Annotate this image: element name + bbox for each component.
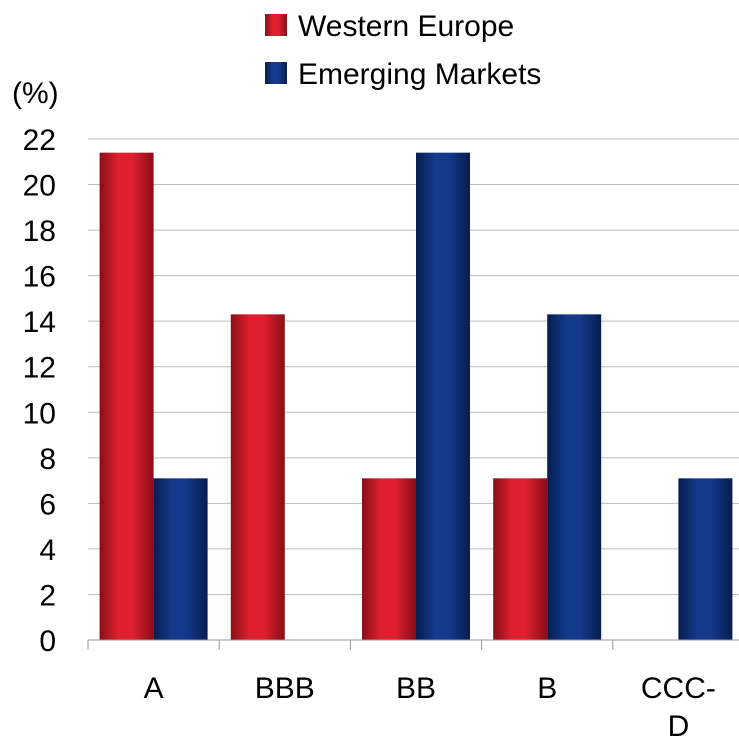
bar [493, 478, 548, 640]
y-tick-label: 6 [39, 488, 56, 521]
x-tick-label: BBB [255, 672, 315, 705]
x-tick-label: A [144, 672, 164, 705]
y-tick-label: 22 [23, 124, 56, 157]
legend-swatch [265, 14, 287, 36]
y-tick-label: 20 [23, 170, 56, 203]
bar [416, 152, 470, 640]
y-tick-label: 0 [39, 625, 56, 658]
bar [547, 314, 602, 640]
legend-swatch [265, 62, 287, 84]
y-tick-label: 18 [23, 215, 56, 248]
bars [99, 152, 733, 640]
x-tick-label: BB [396, 672, 436, 705]
y-axis-unit-label: (%) [12, 77, 59, 110]
bar [230, 314, 285, 640]
x-axis [87, 639, 739, 650]
bar [678, 478, 733, 640]
legend-label: Emerging Markets [298, 58, 541, 91]
bar [362, 478, 416, 640]
y-tick-label: 12 [23, 352, 56, 385]
legend-label: Western Europe [298, 10, 514, 43]
y-tick-label: 8 [39, 443, 56, 476]
y-axis-ticks: 0 2 4 6 8 10 12 14 16 18 20 22 [23, 124, 56, 658]
y-tick-label: 16 [23, 261, 56, 294]
x-axis-labels: A BBB BB B CCC-D [144, 672, 716, 743]
x-tick-label: CCC-D [641, 672, 716, 743]
y-tick-label: 2 [39, 579, 56, 612]
x-tick-label: B [537, 672, 557, 705]
y-tick-label: 14 [23, 306, 56, 339]
bar [99, 152, 154, 640]
y-tick-label: 10 [23, 397, 56, 430]
bar [153, 478, 208, 640]
legend: Western Europe Emerging Markets [265, 10, 541, 91]
y-tick-label: 4 [39, 534, 56, 567]
